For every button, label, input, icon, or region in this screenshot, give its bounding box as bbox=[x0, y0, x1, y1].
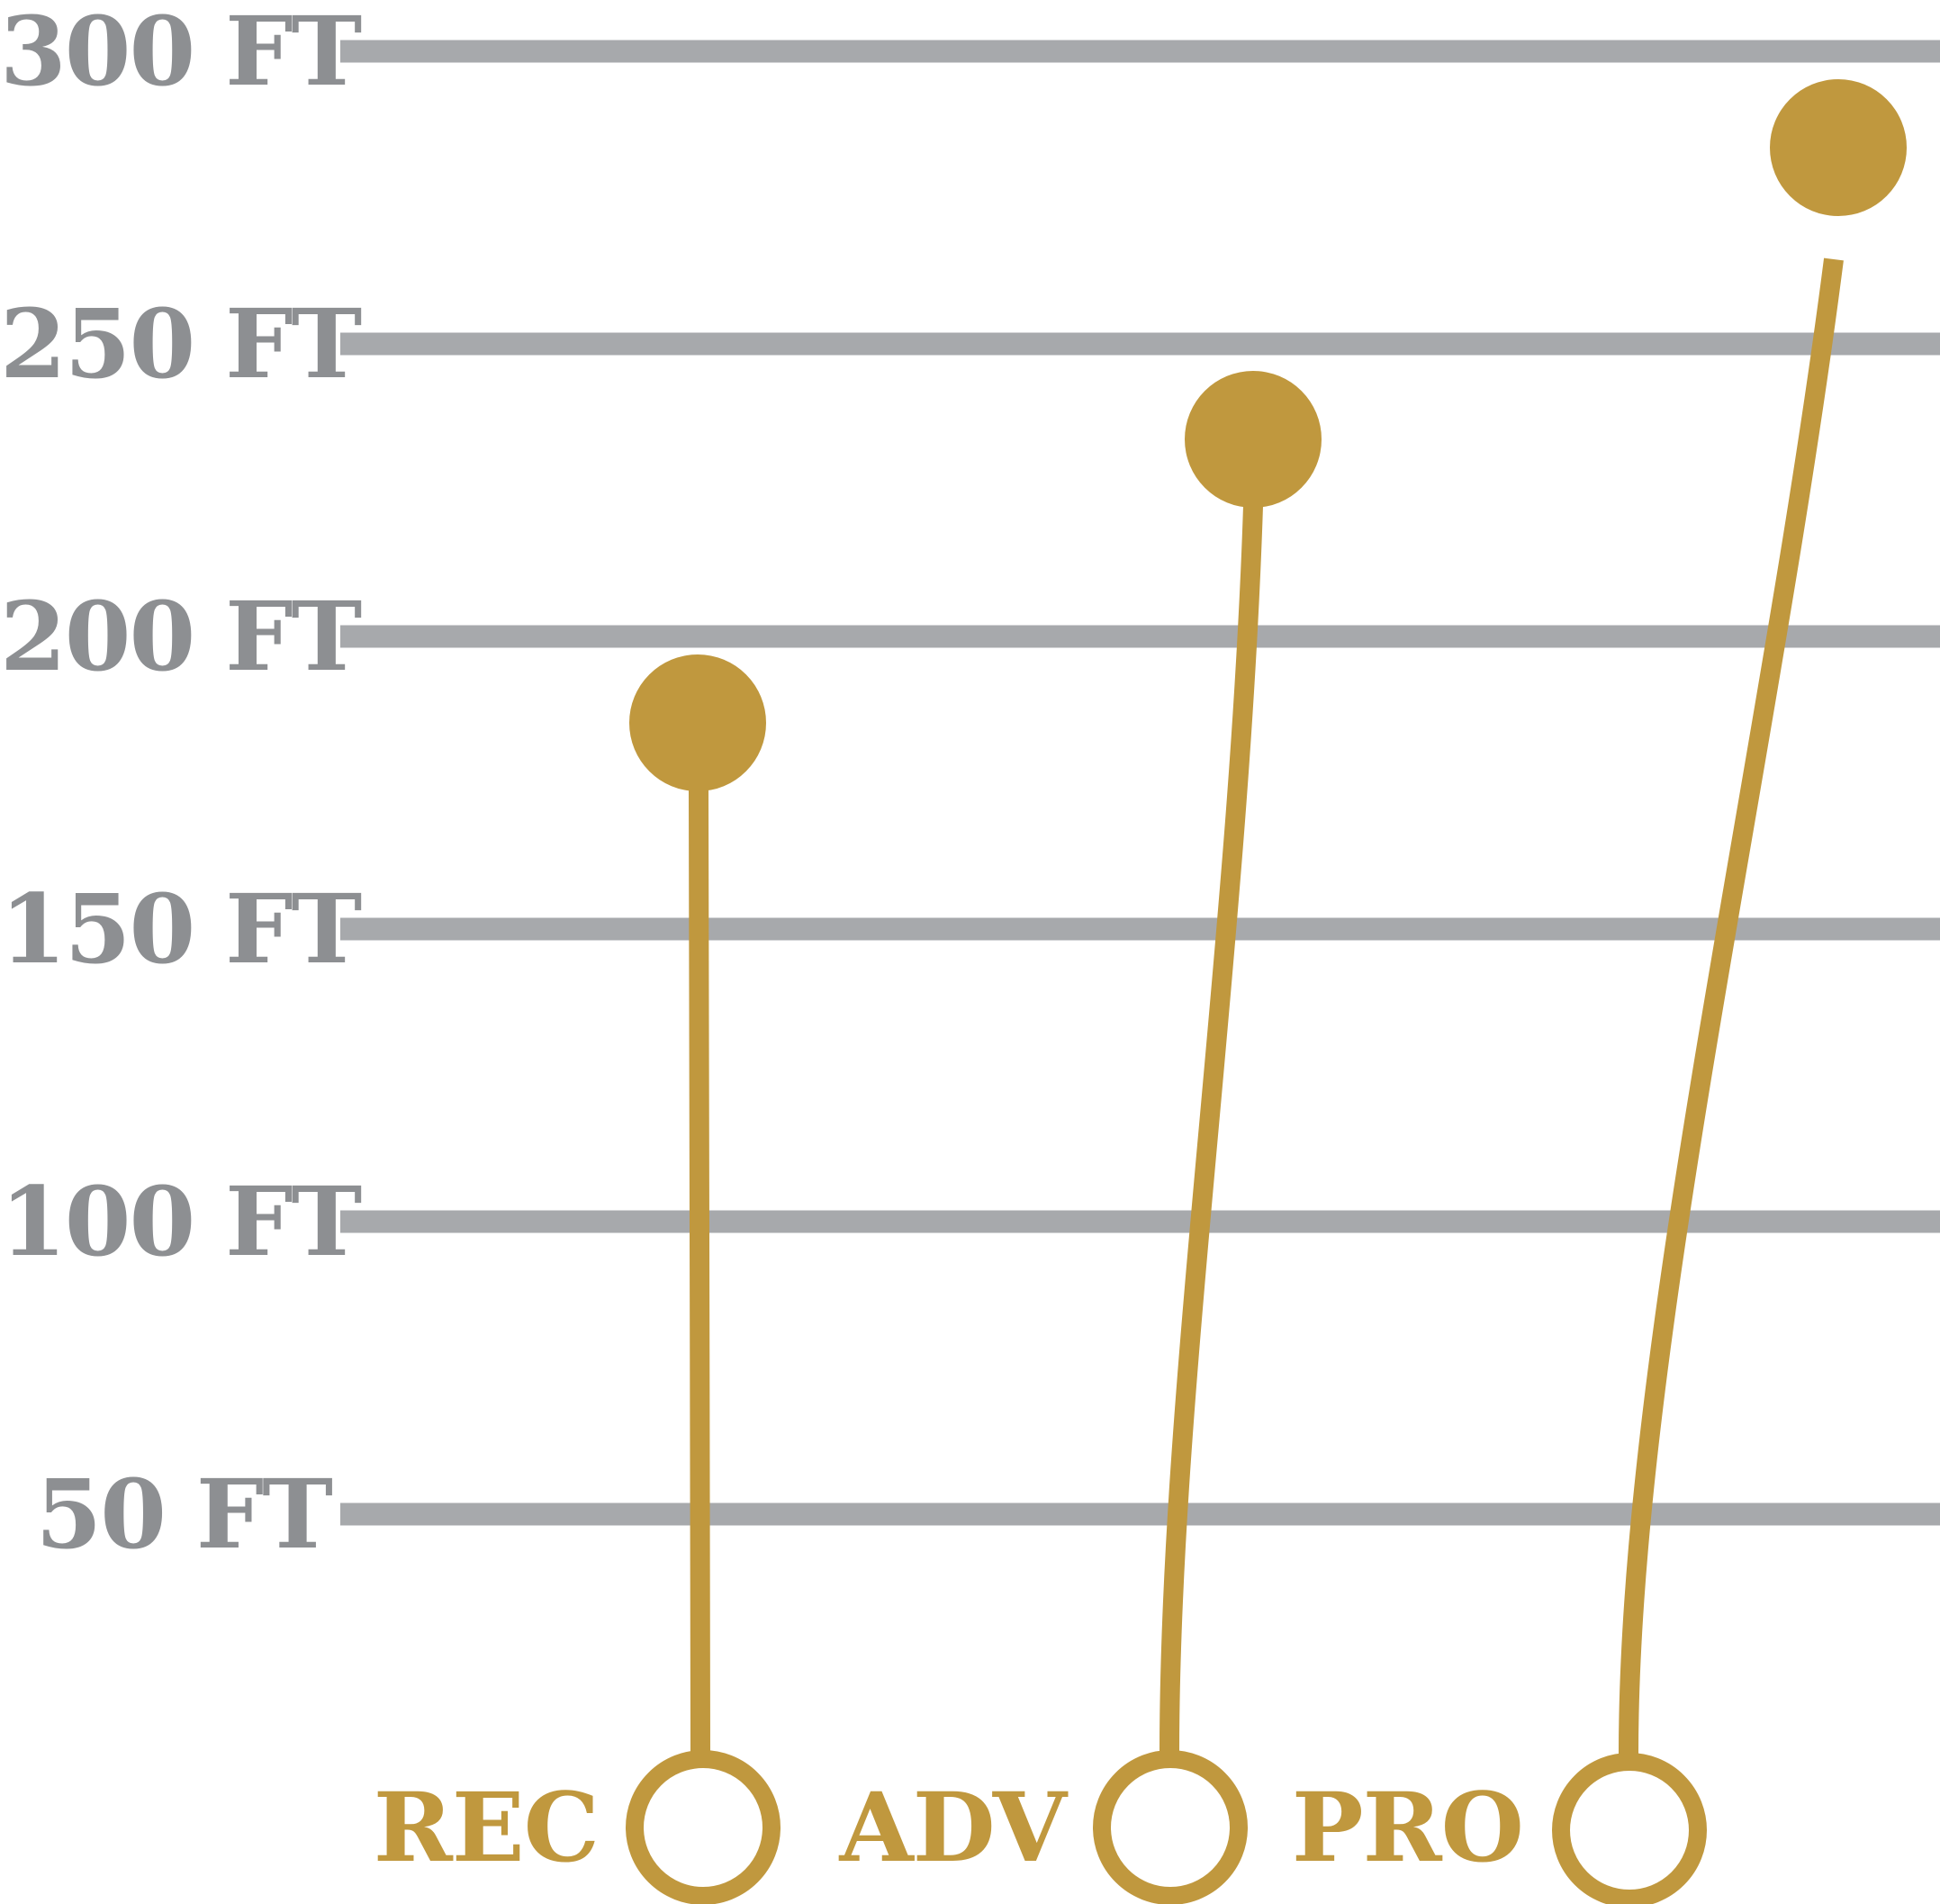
start-circle-pro bbox=[1552, 1753, 1707, 1904]
skill-label-pro: PRO bbox=[1291, 1771, 1524, 1883]
ytick-label-200ft: 200 FT bbox=[0, 580, 362, 692]
ytick-label-100ft: 100 FT bbox=[0, 1165, 362, 1277]
start-circle-rec bbox=[626, 1750, 781, 1904]
flight-path-pro bbox=[1619, 257, 1844, 1755]
flight-path-rec bbox=[689, 790, 710, 1753]
start-circle-adv bbox=[1093, 1750, 1248, 1904]
ytick-label-300ft: 300 FT bbox=[0, 0, 362, 107]
landing-dot-adv bbox=[1185, 371, 1322, 508]
landing-dot-rec bbox=[629, 654, 766, 791]
flight-path-adv bbox=[1159, 505, 1263, 1753]
ytick-label-50ft: 50 FT bbox=[35, 1457, 333, 1570]
ytick-label-150ft: 150 FT bbox=[0, 872, 362, 985]
skill-label-adv: ADV bbox=[839, 1771, 1067, 1883]
skill-label-rec: REC bbox=[373, 1771, 600, 1883]
landing-dot-pro bbox=[1770, 79, 1907, 216]
ytick-label-250ft: 250 FT bbox=[0, 287, 362, 400]
